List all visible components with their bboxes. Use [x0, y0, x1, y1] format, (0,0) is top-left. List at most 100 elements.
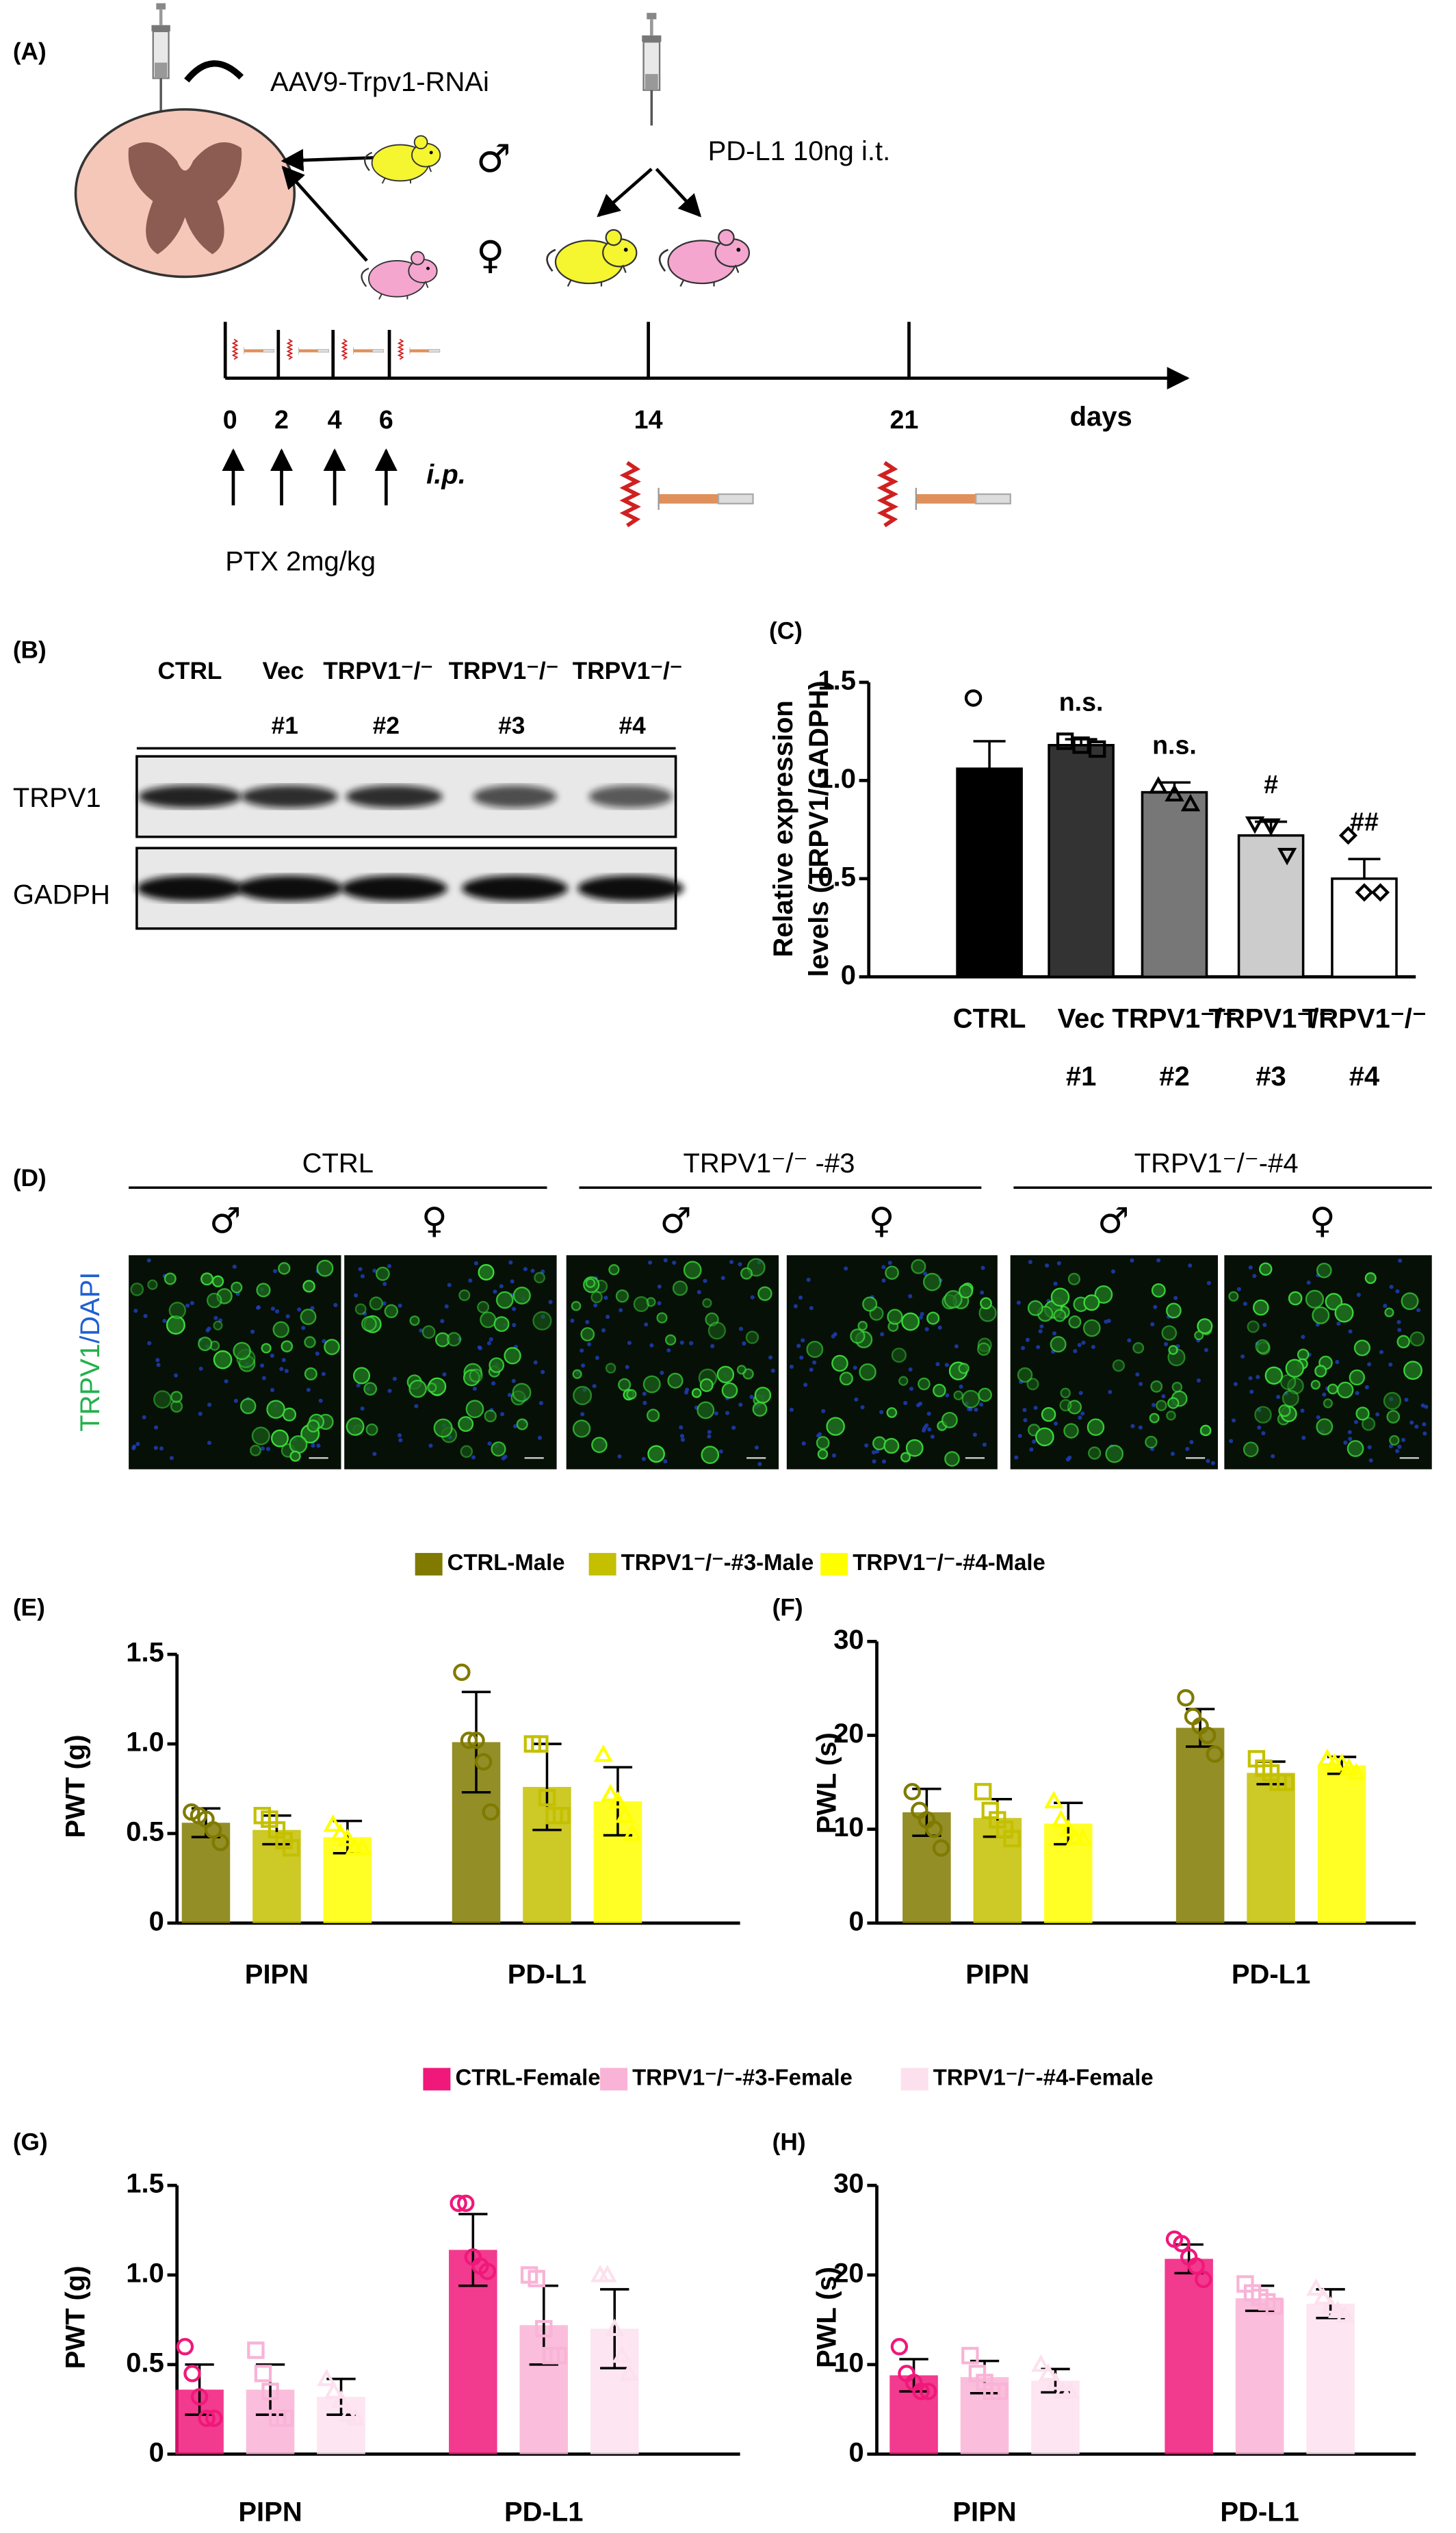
nucleus — [585, 1320, 590, 1324]
nucleus — [718, 1449, 723, 1454]
nucleus — [903, 1400, 908, 1406]
nucleus — [703, 1278, 707, 1283]
data-point — [1056, 732, 1074, 750]
data-point — [478, 2263, 497, 2280]
gray-matter — [128, 142, 242, 255]
nucleus — [648, 1260, 653, 1265]
nucleus — [603, 1296, 608, 1300]
ip-arrows — [222, 448, 398, 506]
nucleus — [980, 1265, 985, 1270]
nucleus — [799, 1355, 804, 1360]
cell — [1316, 1418, 1334, 1436]
stain-dapi: /DAPI — [75, 1272, 105, 1343]
data-point — [1199, 1726, 1217, 1745]
cell — [446, 1332, 462, 1347]
cell — [324, 1339, 340, 1355]
data-point — [338, 2404, 359, 2422]
nucleus — [642, 1400, 647, 1405]
band — [236, 875, 343, 901]
timeline-label: 6 — [379, 405, 393, 434]
nucleus — [1196, 1378, 1201, 1383]
data-point — [531, 1735, 549, 1753]
syringe-icon — [150, 1, 172, 114]
cell — [1383, 1391, 1401, 1410]
cell — [1253, 1299, 1269, 1316]
data-point — [1003, 1829, 1021, 1848]
data-point — [1321, 2296, 1340, 2314]
group-label: TRPV1⁻/⁻-#4 — [1134, 1148, 1299, 1179]
cell — [1166, 1410, 1176, 1421]
nucleus — [1025, 1337, 1030, 1342]
nucleus — [419, 1328, 424, 1333]
cell — [213, 1350, 233, 1370]
cell — [697, 1401, 715, 1419]
cell — [1305, 1289, 1325, 1309]
panel-label: (H) — [772, 2129, 806, 2155]
cell — [817, 1448, 829, 1460]
nucleus — [1127, 1338, 1132, 1343]
nucleus — [803, 1383, 808, 1387]
nucleus — [232, 1264, 237, 1269]
data-point — [615, 1805, 635, 1823]
data-point — [1173, 2235, 1191, 2252]
cell — [642, 1375, 661, 1393]
data-point — [1245, 816, 1265, 834]
nucleus — [742, 1341, 746, 1346]
cell — [572, 1369, 582, 1379]
y-tick-label: 0 — [848, 1906, 863, 1936]
cell — [1285, 1359, 1304, 1378]
nucleus — [1039, 1324, 1044, 1329]
cell — [409, 1315, 420, 1326]
cell — [857, 1320, 868, 1331]
data-point — [450, 2194, 467, 2212]
nucleus — [207, 1402, 212, 1407]
nucleus — [689, 1341, 694, 1346]
cell — [901, 1312, 920, 1331]
nucleus — [796, 1343, 801, 1348]
bar — [1141, 790, 1208, 979]
nucleus — [1248, 1265, 1253, 1270]
cell — [944, 1451, 960, 1467]
nucleus — [499, 1412, 505, 1417]
nucleus — [672, 1260, 677, 1265]
nucleus — [321, 1372, 326, 1376]
data-point — [176, 2338, 194, 2356]
cell — [270, 1429, 289, 1448]
nucleus — [581, 1363, 586, 1368]
data-point — [920, 2382, 937, 2400]
cell — [702, 1298, 712, 1309]
lane-label: #1 — [272, 712, 298, 739]
nucleus — [1248, 1376, 1253, 1380]
nucleus — [256, 1305, 261, 1310]
y-tick-label: 0 — [848, 2437, 863, 2467]
nucleus — [974, 1407, 978, 1412]
data-point — [331, 2390, 351, 2408]
band — [136, 875, 244, 901]
data-point — [467, 1732, 485, 1749]
x-tick-label: PD-L1 — [1232, 1959, 1310, 1990]
timeline-label: 21 — [890, 405, 919, 434]
row-label: GADPH — [13, 879, 110, 910]
cell — [1171, 1381, 1183, 1393]
nucleus — [1185, 1447, 1190, 1452]
cell — [495, 1291, 514, 1309]
cell — [721, 1382, 738, 1399]
nucleus — [927, 1427, 932, 1432]
cell — [571, 1300, 582, 1311]
cell — [608, 1264, 620, 1276]
cell — [944, 1289, 963, 1309]
nucleus — [1388, 1362, 1393, 1367]
cell — [633, 1296, 649, 1313]
cell — [168, 1301, 186, 1320]
cell — [469, 1368, 483, 1383]
nucleus — [1021, 1346, 1026, 1350]
row-label: TRPV1 — [13, 783, 101, 813]
nucleus — [1130, 1424, 1135, 1428]
nucleus — [738, 1326, 744, 1331]
nucleus — [924, 1423, 929, 1428]
cell — [213, 1320, 223, 1330]
legend-label: TRPV1⁻/⁻-#4-Male — [853, 1550, 1045, 1575]
y-axis-label: PWL (s) — [812, 1732, 842, 1834]
cell — [850, 1328, 866, 1344]
nucleus — [318, 1398, 323, 1403]
